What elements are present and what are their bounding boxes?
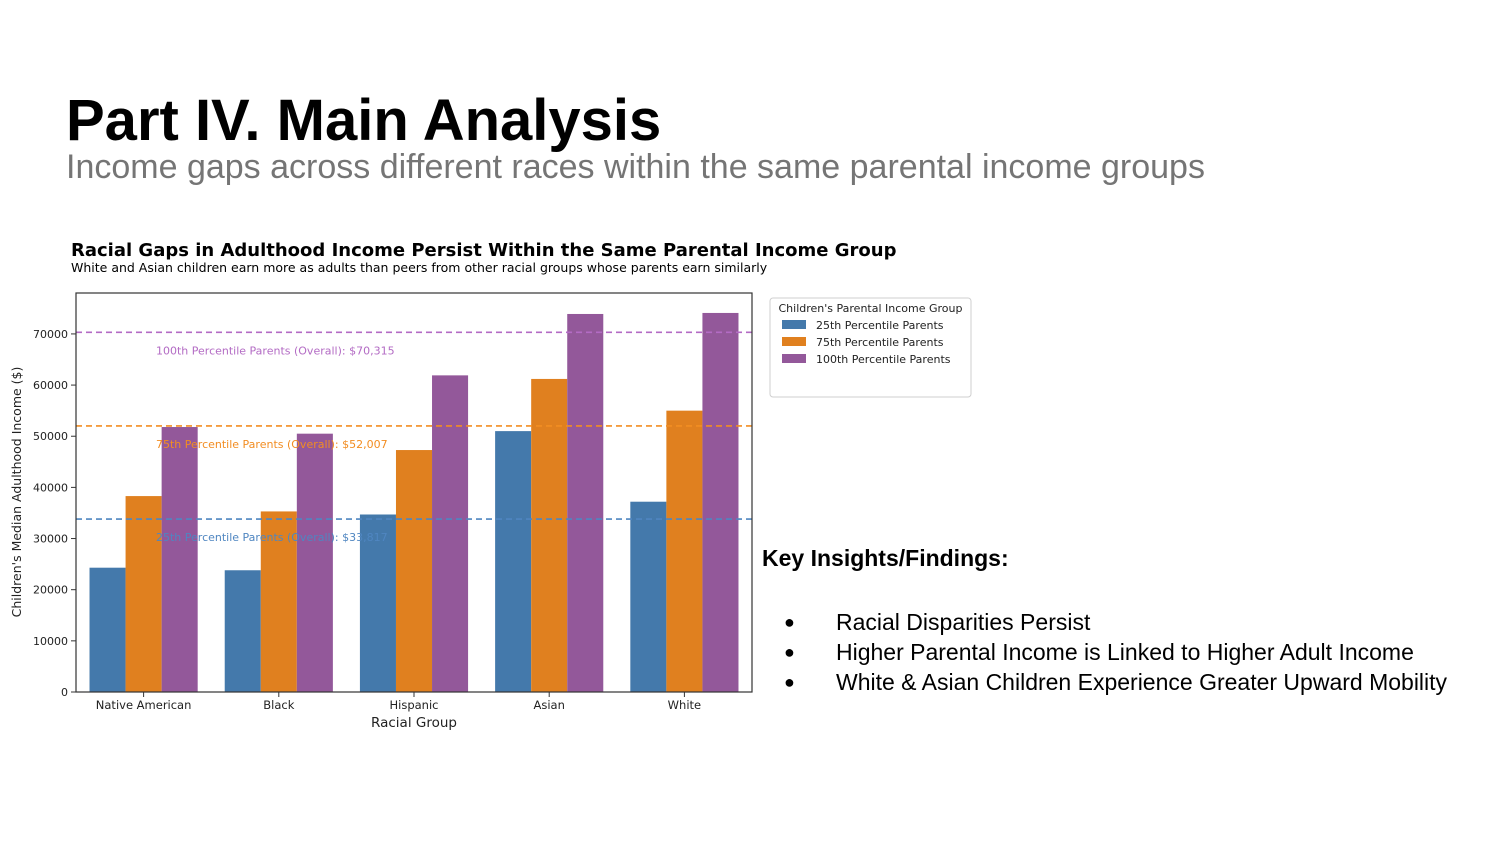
slide-title: Part IV. Main Analysis [66, 88, 662, 153]
bar [630, 501, 667, 692]
bar [395, 450, 433, 692]
chart-subtitle: White and Asian children earn more as ad… [71, 260, 768, 275]
bar [125, 496, 162, 692]
reference-line-label: 75th Percentile Parents (Overall): $52,0… [156, 438, 388, 451]
legend-label: 25th Percentile Parents [816, 319, 944, 332]
insight-item: ● White & Asian Children Experience Great… [762, 667, 1500, 697]
legend-swatch [782, 337, 806, 346]
y-tick-label: 0 [61, 686, 68, 699]
chart: Racial Gaps in Adulthood Income Persist … [9, 240, 972, 731]
bar [161, 427, 198, 692]
bar [224, 570, 261, 692]
y-tick-label: 20000 [33, 584, 68, 597]
x-axis-label: Racial Group [371, 715, 457, 731]
insights-list: ● Racial Disparities Persist ● Higher Pare… [762, 607, 1500, 697]
insight-text: Higher Parental Income is Linked to High… [836, 638, 1414, 665]
y-axis-label: Children's Median Adulthood Income ($) [9, 367, 24, 618]
legend-swatch [782, 354, 806, 363]
bullet-icon: ● [784, 641, 795, 662]
insight-text: Racial Disparities Persist [836, 608, 1091, 635]
legend-label: 100th Percentile Parents [816, 353, 951, 366]
x-tick-label: Native American [96, 698, 192, 712]
x-tick-label: Black [263, 698, 294, 712]
bar [432, 375, 469, 692]
bar [296, 433, 333, 692]
bullet-icon: ● [784, 611, 795, 632]
insight-text: White & Asian Children Experience Greate… [836, 668, 1448, 695]
insights-heading: Key Insights/Findings: [762, 545, 1009, 571]
bar [702, 312, 739, 692]
legend-swatch [782, 320, 806, 329]
bar [567, 313, 604, 692]
bar [666, 410, 703, 692]
reference-line-label: 100th Percentile Parents (Overall): $70,… [156, 344, 395, 357]
reference-line-label: 25th Percentile Parents (Overall): $33,8… [156, 531, 388, 544]
insights-panel: Key Insights/Findings: ● Racial Dispariti… [762, 545, 1500, 697]
x-tick-label: Hispanic [390, 698, 439, 712]
y-tick-label: 50000 [33, 430, 68, 443]
x-tick-label: White [668, 698, 701, 712]
insight-item: ● Higher Parental Income is Linked to Hig… [762, 637, 1500, 667]
slide-subtitle: Income gaps across different races withi… [66, 148, 1205, 186]
bar [531, 378, 568, 692]
bar [89, 567, 126, 692]
legend-title: Children's Parental Income Group [779, 302, 963, 315]
insight-item: ● Racial Disparities Persist [762, 607, 1500, 637]
bar [260, 511, 297, 692]
bar [495, 431, 532, 692]
bar [359, 514, 396, 692]
y-tick-label: 30000 [33, 533, 68, 546]
y-tick-label: 70000 [33, 328, 68, 341]
legend: Children's Parental Income Group 25th Per… [769, 297, 972, 398]
plot-frame [75, 292, 753, 693]
y-tick-label: 40000 [33, 481, 68, 494]
legend-frame [769, 297, 972, 398]
y-tick-label: 10000 [33, 635, 68, 648]
chart-title: Racial Gaps in Adulthood Income Persist … [71, 240, 897, 261]
legend-label: 75th Percentile Parents [816, 336, 944, 349]
bullet-icon: ● [784, 671, 795, 692]
y-tick-label: 60000 [33, 379, 68, 392]
x-tick-label: Asian [534, 698, 565, 712]
